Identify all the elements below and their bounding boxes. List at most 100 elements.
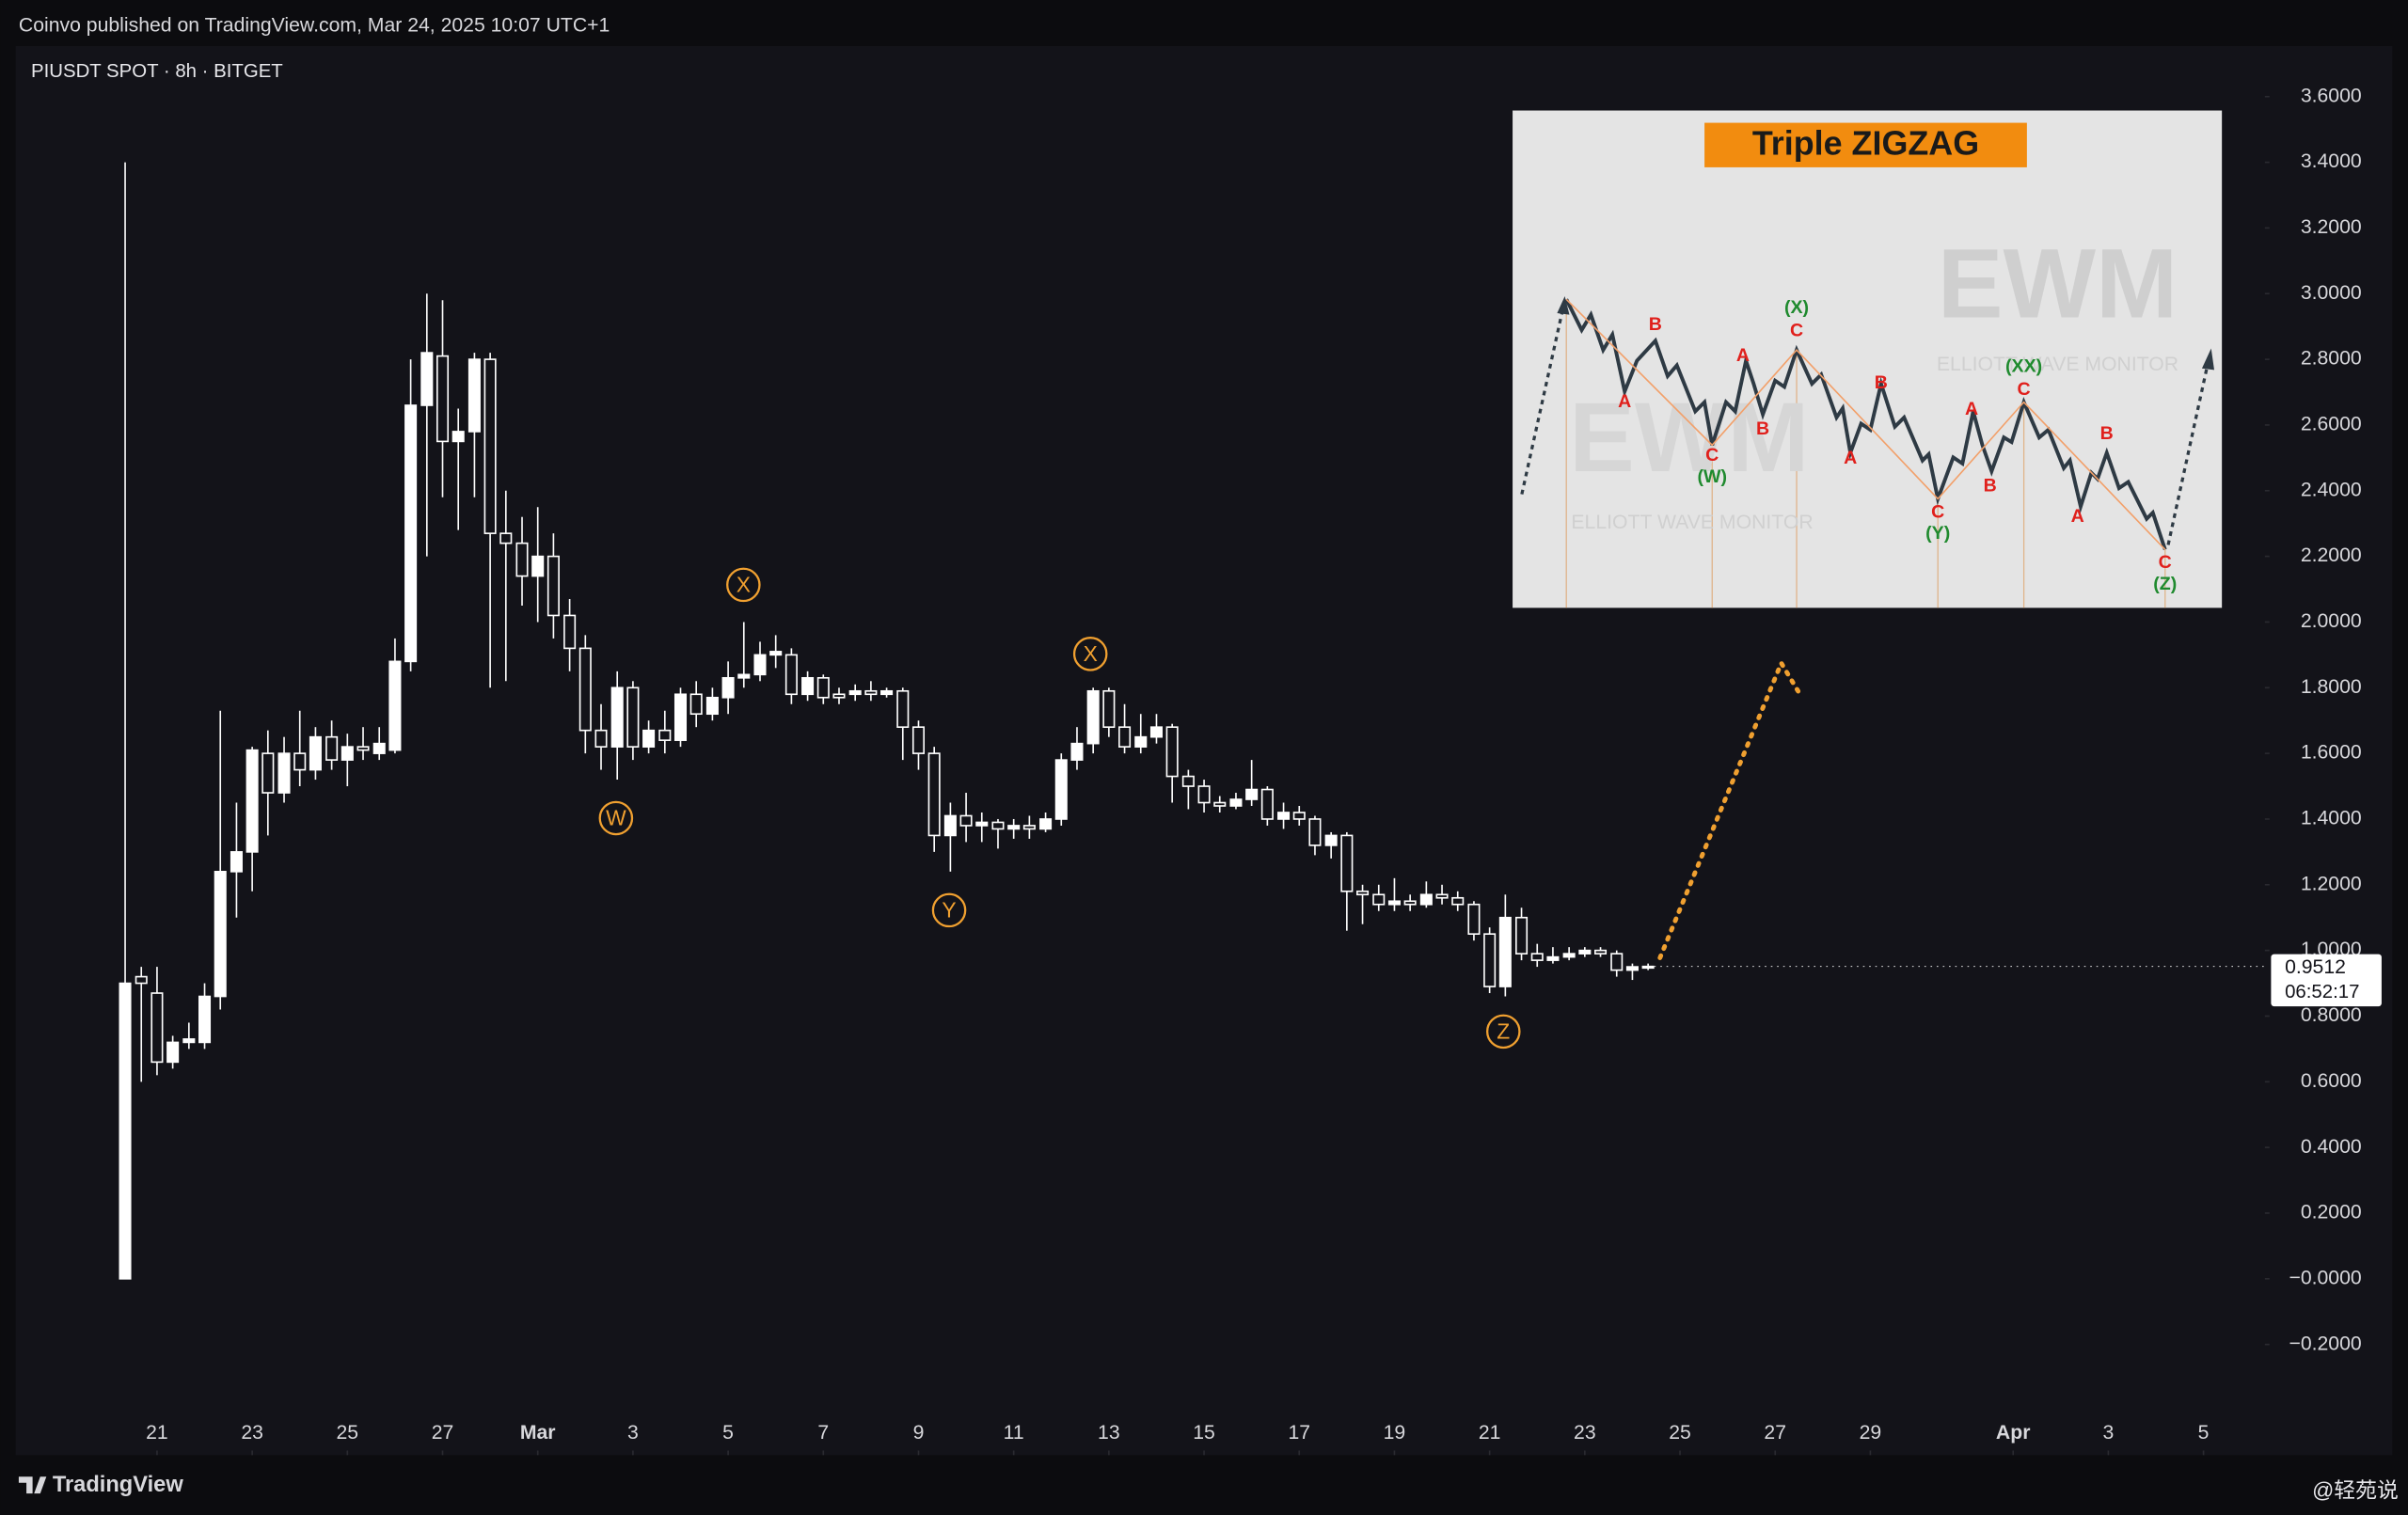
candle-body xyxy=(372,742,386,754)
candle-body xyxy=(230,851,243,873)
candle-body xyxy=(1435,893,1449,899)
candle-body xyxy=(499,532,513,544)
candle-body xyxy=(246,749,259,853)
candle-body xyxy=(1118,726,1132,748)
candle-body xyxy=(531,555,545,577)
x-tick-label: 5 xyxy=(722,1422,734,1444)
inset-wave-label: B xyxy=(1875,372,1888,393)
wave-label: Z xyxy=(1497,1019,1510,1044)
candle-body xyxy=(864,689,878,696)
candle-body xyxy=(388,660,402,751)
candle-body xyxy=(911,726,926,754)
candle-body xyxy=(1340,834,1354,892)
inset-wave-label: A xyxy=(1844,448,1857,468)
candle-body xyxy=(737,673,751,679)
tradingview-logo xyxy=(18,1476,47,1494)
candle-body xyxy=(1007,825,1021,830)
wave-label: X xyxy=(1084,641,1098,666)
x-tick-label: 17 xyxy=(1288,1422,1310,1444)
candle-body xyxy=(1245,788,1259,800)
candle-body xyxy=(261,752,275,794)
candle-body xyxy=(975,821,989,827)
candle-body xyxy=(943,814,957,837)
candle-body xyxy=(927,752,941,837)
candle-body xyxy=(594,729,608,748)
candle-body xyxy=(880,689,894,696)
x-tick-label: Apr xyxy=(1996,1422,2031,1444)
candle-body xyxy=(277,752,291,794)
candle-body xyxy=(166,1041,180,1064)
candle-body xyxy=(1070,742,1084,761)
price-tag-countdown: 06:52:17 xyxy=(2285,982,2359,1002)
candle-body xyxy=(610,686,624,748)
candle-body xyxy=(341,746,354,761)
inset-title-box xyxy=(1704,122,2027,167)
candle-body xyxy=(1292,812,1306,820)
inset-wave-label: A xyxy=(1618,391,1631,412)
x-tick-label: 3 xyxy=(2103,1422,2115,1444)
y-tick-label: 2.2000 xyxy=(2301,544,2362,566)
candle-body xyxy=(896,689,910,729)
candle-body xyxy=(135,975,148,985)
x-tick-label: 25 xyxy=(337,1422,359,1444)
y-tick-label: 0.8000 xyxy=(2301,1004,2362,1026)
inset-arrowhead xyxy=(1557,296,1570,315)
inset-image: EWM EWM ELLIOTT WAVE MONITOR ELLIOTT WAV… xyxy=(1513,110,2223,608)
candle-body xyxy=(689,693,703,716)
inset-wave-label: C xyxy=(1705,445,1719,466)
y-tick-label: 1.4000 xyxy=(2301,808,2362,829)
inset-watermark: ELLIOTT WAVE MONITOR xyxy=(1937,354,2178,375)
candle-body xyxy=(1213,801,1227,807)
candle-body xyxy=(547,555,560,617)
x-tick-label: 5 xyxy=(2198,1422,2210,1444)
candle-body xyxy=(1562,953,1576,958)
candle-body xyxy=(721,676,735,699)
inset-wave-label: (XX) xyxy=(2005,355,2042,376)
candle-body xyxy=(563,614,577,650)
candle-body xyxy=(991,821,1005,830)
candle-body xyxy=(658,729,672,741)
candle-body xyxy=(1197,785,1211,804)
y-tick-label: 1.2000 xyxy=(2301,873,2362,894)
wave-label-circle xyxy=(931,892,967,928)
logo-mark xyxy=(18,1476,47,1494)
projection-path xyxy=(1657,657,1802,960)
y-tick-label: 3.4000 xyxy=(2301,150,2362,172)
inset-wave-label: (Y) xyxy=(1925,523,1950,544)
candle-body xyxy=(214,871,227,998)
candle-body xyxy=(1515,916,1529,955)
candle-body xyxy=(1229,798,1243,807)
candle-body xyxy=(1134,735,1148,748)
inset-arrowhead xyxy=(2201,348,2214,371)
y-tick-label: 0.2000 xyxy=(2301,1202,2362,1223)
candle-body xyxy=(784,654,798,696)
candle-body xyxy=(1530,953,1544,961)
inset-wave-label: A xyxy=(1965,399,1978,419)
x-tick-label: Mar xyxy=(520,1422,556,1444)
inset-wave-label: C xyxy=(1931,501,1944,522)
candle-body xyxy=(1610,953,1624,971)
candle-body xyxy=(705,696,719,716)
brand: TradingView xyxy=(53,1473,184,1497)
candle-body xyxy=(1578,949,1592,955)
watermark: @轻苑说 xyxy=(2312,1478,2399,1503)
inset-wave-label: B xyxy=(1649,314,1662,335)
candle-body xyxy=(198,995,212,1044)
y-tick-label: −0.2000 xyxy=(2289,1333,2361,1354)
candle-body xyxy=(753,654,767,676)
wave-label-circle xyxy=(1072,637,1108,671)
wave-label: Y xyxy=(942,898,956,923)
candle-body xyxy=(642,729,656,748)
inset-wave-label: A xyxy=(1736,345,1750,366)
candle-body xyxy=(1372,893,1386,906)
inset-arrow xyxy=(2166,361,2210,545)
x-tick-label: 21 xyxy=(1479,1422,1501,1444)
candle-body xyxy=(578,647,592,732)
y-tick-label: 2.8000 xyxy=(2301,348,2362,370)
candle-body xyxy=(673,693,688,741)
y-tick-label: 0.6000 xyxy=(2301,1070,2362,1092)
candle-body xyxy=(1102,689,1116,729)
candle-body xyxy=(325,735,339,761)
x-tick-label: 25 xyxy=(1669,1422,1691,1444)
wave-label-circle xyxy=(726,567,761,603)
